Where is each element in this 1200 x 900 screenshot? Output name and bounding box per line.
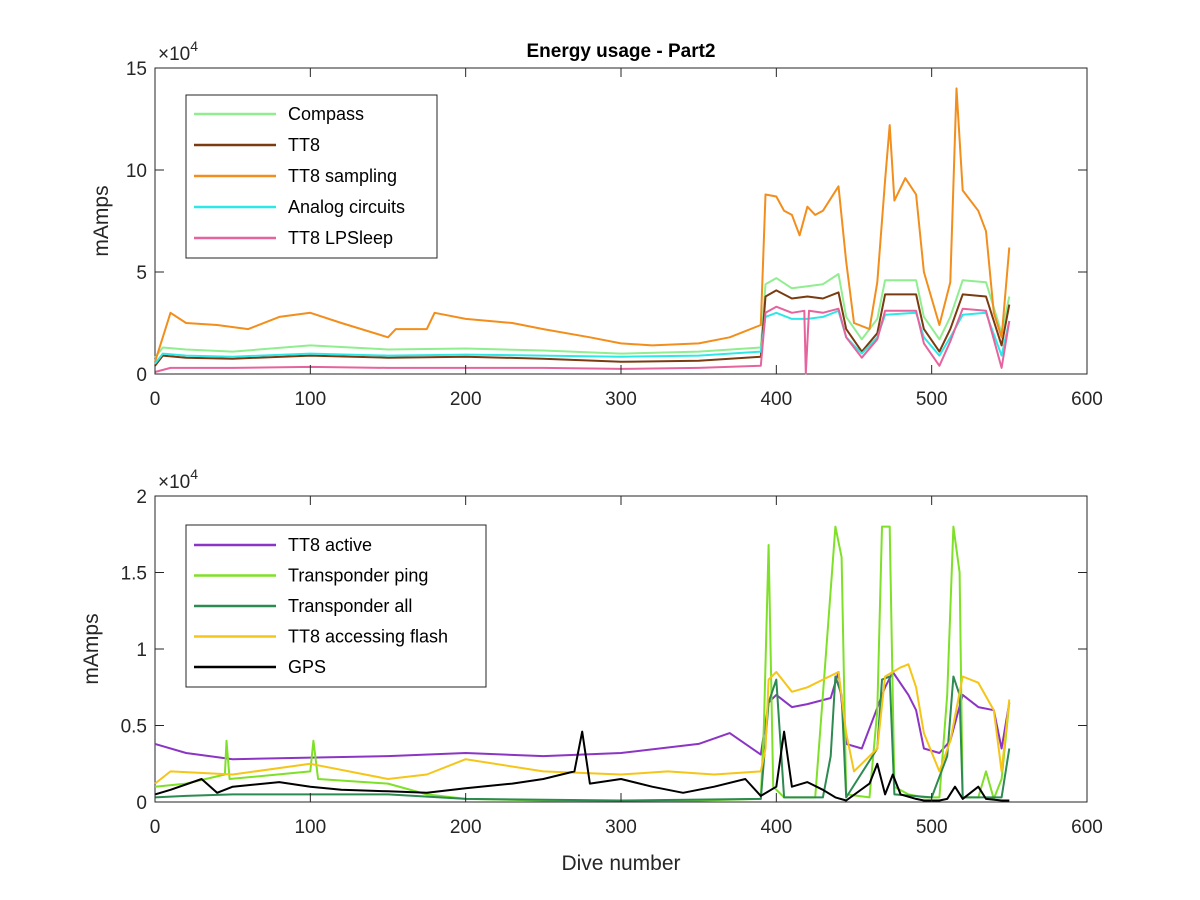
x-axis-label-bottom: Dive number [561, 852, 680, 875]
series-line-bottom-1 [154, 525, 1011, 802]
series-line-top-1 [154, 289, 1011, 367]
y-tick-label-bottom-0: 0 [136, 793, 147, 814]
y-tick-label-top-0: 0 [136, 365, 147, 386]
x-tick-label-bottom-4: 400 [760, 817, 792, 838]
x-tick-label-top-2: 200 [450, 389, 482, 410]
legend-label-top-1: TT8 [288, 135, 320, 155]
x-tick-label-top-0: 0 [150, 389, 161, 410]
ticks-group-bottom: 0 100 200 300 400 500 600 0 0.5 1 1.5 2 [121, 487, 1103, 838]
chart-bottom: 0 100 200 300 400 500 600 0 0.5 1 1.5 2 Dive number… [80, 466, 1103, 875]
y-exponent-power-top: 4 [190, 38, 198, 54]
legend-label-bottom-0: TT8 active [288, 535, 372, 555]
series-group-top [154, 87, 1011, 375]
chart-title-top: Energy usage - Part2 [526, 41, 715, 62]
y-exponent-power-bottom: 4 [190, 466, 198, 482]
legend-label-bottom-1: Transponder ping [288, 566, 428, 586]
legend-label-top-2: TT8 sampling [288, 166, 397, 186]
series-line-bottom-3 [154, 663, 1011, 785]
x-tick-label-bottom-3: 300 [605, 817, 637, 838]
y-tick-label-bottom-4: 2 [136, 487, 147, 508]
y-exponent-base-top: ×10 [158, 44, 190, 65]
x-tick-label-bottom-1: 100 [294, 817, 326, 838]
series-line-bottom-4 [154, 730, 1010, 802]
y-axis-label-top: mAmps [90, 185, 113, 256]
x-tick-label-top-4: 400 [760, 389, 792, 410]
x-tick-label-bottom-6: 600 [1071, 817, 1103, 838]
y-tick-label-top-1: 5 [136, 263, 147, 284]
legend-label-bottom-2: Transponder all [288, 596, 412, 616]
x-tick-label-top-6: 600 [1071, 389, 1103, 410]
chart-top: 0 100 200 300 400 500 600 0 5 10 15 Energy usage -… [90, 38, 1103, 410]
legend-label-top-4: TT8 LPSleep [288, 228, 393, 248]
legend-bottom: TT8 active Transponder ping Transponder al… [185, 524, 487, 688]
y-exponent-top: ×104 [158, 38, 198, 65]
legend-top: Compass TT8 TT8 sampling Analog circuits TT8… [185, 94, 438, 259]
y-axis-label-bottom: mAmps [80, 613, 103, 684]
legend-label-bottom-4: GPS [288, 657, 326, 677]
series-line-top-3 [154, 309, 1011, 365]
series-line-top-0 [154, 273, 1011, 359]
y-tick-label-bottom-3: 1.5 [121, 564, 147, 585]
series-line-top-4 [154, 305, 1011, 375]
y-exponent-base-bottom: ×10 [158, 472, 190, 493]
y-tick-label-bottom-2: 1 [136, 640, 147, 661]
y-exponent-bottom: ×104 [158, 466, 198, 493]
series-line-top-2 [154, 87, 1011, 363]
legend-label-top-0: Compass [288, 104, 364, 124]
x-tick-label-bottom-5: 500 [916, 817, 948, 838]
x-tick-label-top-5: 500 [916, 389, 948, 410]
series-group-bottom [154, 525, 1011, 802]
y-tick-label-bottom-1: 0.5 [121, 717, 147, 738]
series-line-bottom-2 [154, 675, 1011, 802]
legend-label-bottom-3: TT8 accessing flash [288, 627, 448, 647]
x-tick-label-top-3: 300 [605, 389, 637, 410]
x-tick-label-bottom-0: 0 [150, 817, 161, 838]
x-tick-label-bottom-2: 200 [450, 817, 482, 838]
legend-label-top-3: Analog circuits [288, 197, 405, 217]
ticks-group-top: 0 100 200 300 400 500 600 0 5 10 15 [126, 59, 1103, 410]
y-tick-label-top-3: 15 [126, 59, 147, 80]
x-tick-label-top-1: 100 [294, 389, 326, 410]
y-tick-label-top-2: 10 [126, 161, 147, 182]
